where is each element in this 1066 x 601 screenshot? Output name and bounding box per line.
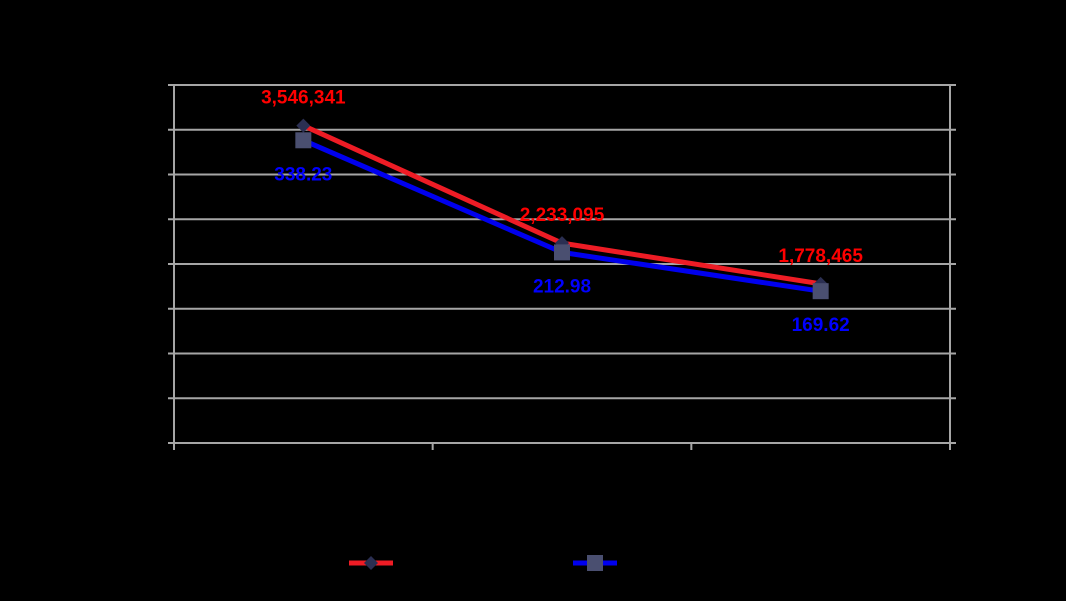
legend-item-1 <box>349 556 393 570</box>
legend-item-2 <box>573 555 617 571</box>
series-1-data-label: 2,233,095 <box>520 205 605 226</box>
series-2-data-label: 169.62 <box>792 315 850 336</box>
series-1-point <box>296 118 311 133</box>
series-2-data-label: 338.23 <box>274 164 332 185</box>
legend-marker <box>587 555 603 571</box>
legend-marker <box>364 556 378 570</box>
gridlines <box>168 84 956 450</box>
series-2-point <box>295 132 312 149</box>
series-2-point <box>812 283 829 300</box>
series-2-point <box>554 244 570 261</box>
series-2-data-label: 212.98 <box>533 276 591 297</box>
series-1-data-label: 1,778,465 <box>778 246 863 267</box>
series-1-data-label: 3,546,341 <box>261 88 346 109</box>
